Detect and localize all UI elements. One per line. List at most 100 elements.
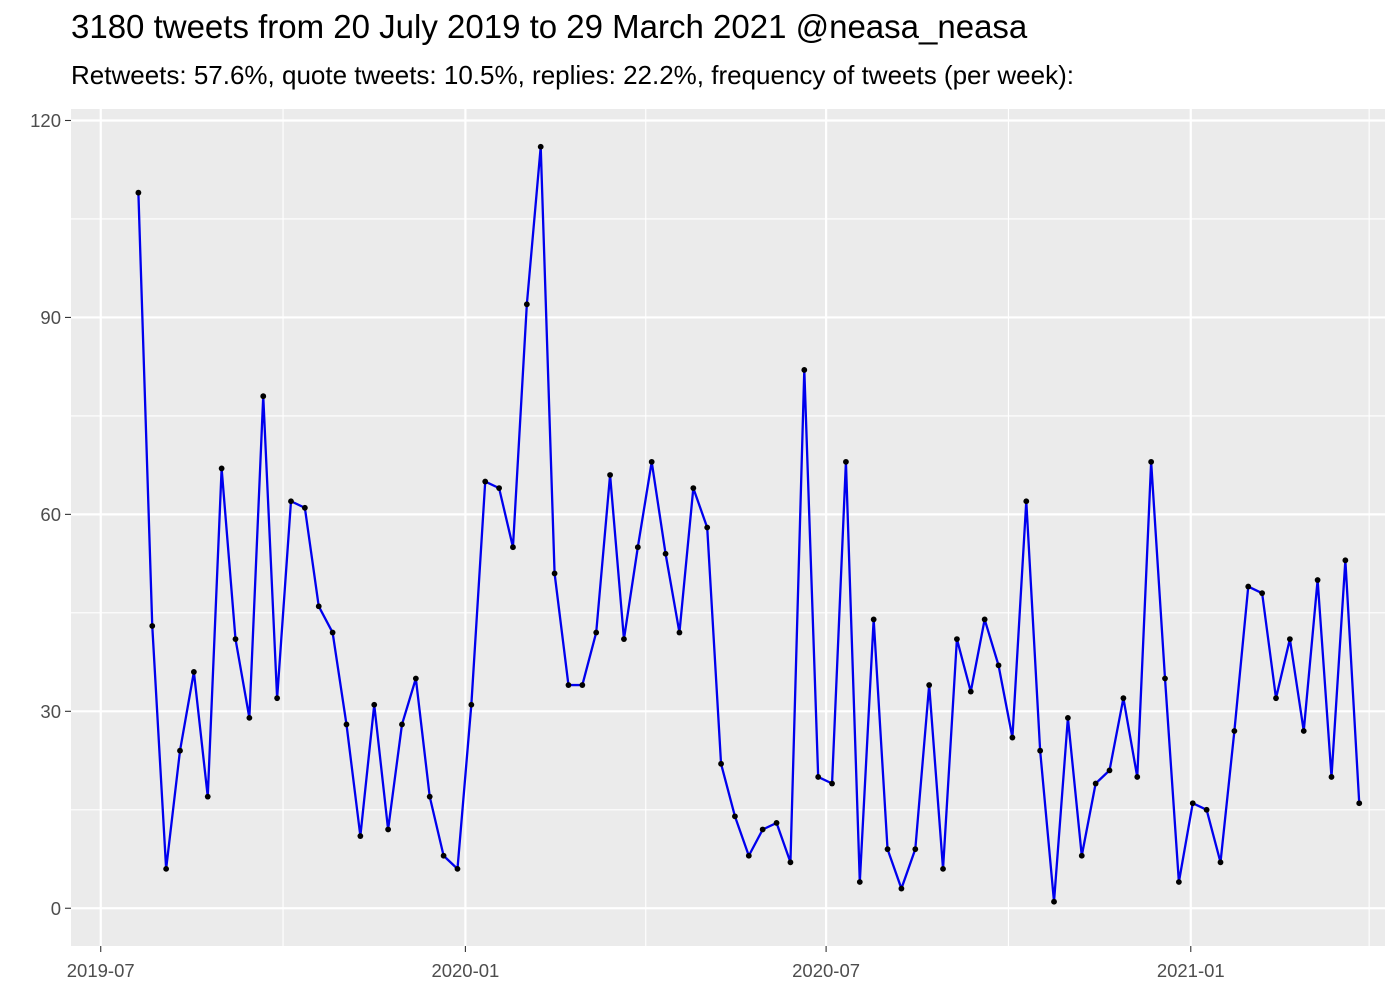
data-point (537, 143, 544, 150)
data-point (482, 478, 489, 485)
data-point (787, 859, 794, 866)
data-point (981, 616, 988, 623)
data-point (995, 662, 1002, 669)
data-point (1162, 675, 1168, 682)
data-point (940, 865, 946, 872)
data-point (1078, 852, 1085, 859)
data-point (870, 616, 877, 623)
y-tick-label: 120 (30, 110, 61, 131)
y-tick-label: 90 (40, 307, 61, 328)
data-point (1342, 557, 1349, 564)
data-point (1051, 898, 1057, 905)
data-point (579, 682, 586, 688)
data-point (1189, 800, 1196, 807)
data-point (149, 623, 156, 629)
data-point (315, 603, 322, 610)
data-point (551, 570, 558, 577)
x-tick-label: 2020-01 (431, 960, 499, 981)
data-point (898, 885, 905, 892)
data-point (967, 688, 974, 695)
data-point (523, 301, 530, 308)
data-point (856, 879, 863, 885)
data-point (621, 636, 627, 642)
data-point (246, 714, 253, 721)
data-point (1231, 728, 1238, 734)
y-tick-label: 30 (40, 701, 61, 722)
data-point (718, 760, 724, 767)
data-point (190, 669, 197, 675)
data-point (1300, 728, 1307, 734)
y-tick-label: 60 (40, 504, 61, 525)
plot-panel (71, 109, 1385, 946)
data-point (843, 458, 849, 465)
x-tick-label: 2020-07 (792, 960, 860, 981)
data-point (1286, 636, 1293, 642)
data-point (1037, 747, 1044, 754)
data-point (815, 774, 822, 780)
data-point (357, 833, 364, 839)
data-point (496, 485, 502, 492)
data-point (1203, 806, 1210, 813)
data-point (690, 485, 697, 492)
data-point (204, 793, 211, 800)
data-point (468, 701, 475, 708)
data-point (1175, 879, 1182, 885)
data-point (829, 780, 835, 787)
data-point (135, 189, 142, 196)
data-point (676, 629, 683, 636)
data-point (1273, 695, 1279, 702)
data-point (329, 629, 336, 636)
data-point (426, 793, 433, 800)
x-tick-label: 2021-01 (1157, 960, 1225, 981)
data-point (1009, 734, 1016, 741)
data-point (177, 747, 183, 754)
data-point (732, 813, 738, 820)
data-point (232, 636, 239, 642)
data-point (773, 820, 780, 826)
chart-title: 3180 tweets from 20 July 2019 to 29 Marc… (71, 8, 1028, 45)
chart-subtitle: Retweets: 57.6%, quote tweets: 10.5%, re… (71, 60, 1074, 90)
data-point (412, 675, 419, 682)
y-tick-label: 0 (51, 898, 61, 919)
data-point (801, 367, 808, 373)
data-point (1023, 498, 1030, 505)
data-point (274, 695, 281, 702)
data-point (607, 472, 613, 478)
data-point (884, 846, 891, 853)
data-point (343, 721, 350, 728)
data-point (648, 458, 655, 465)
data-point (954, 636, 960, 642)
data-point (454, 865, 461, 872)
data-point (662, 550, 669, 557)
data-point (260, 393, 267, 400)
data-point (1259, 590, 1266, 597)
data-point (926, 682, 933, 688)
data-point (745, 852, 752, 859)
data-point (1106, 767, 1113, 774)
x-tick-label: 2019-07 (67, 960, 135, 981)
data-point (1217, 859, 1224, 866)
data-point (1134, 774, 1141, 780)
data-point (371, 701, 378, 708)
data-point (1245, 583, 1252, 590)
data-point (1356, 800, 1363, 807)
data-point (399, 721, 405, 728)
data-point (163, 865, 170, 872)
data-point (385, 826, 392, 833)
data-point (565, 682, 572, 688)
data-point (288, 498, 294, 505)
data-point (704, 524, 711, 531)
data-point (1092, 780, 1099, 787)
data-point (1328, 774, 1335, 780)
data-point (593, 629, 600, 636)
data-point (912, 846, 919, 853)
data-point (510, 544, 516, 551)
data-point (1064, 714, 1071, 721)
data-point (218, 465, 225, 472)
data-point (1148, 458, 1155, 465)
data-point (440, 852, 447, 859)
data-point (301, 504, 308, 511)
data-point (1314, 577, 1321, 583)
